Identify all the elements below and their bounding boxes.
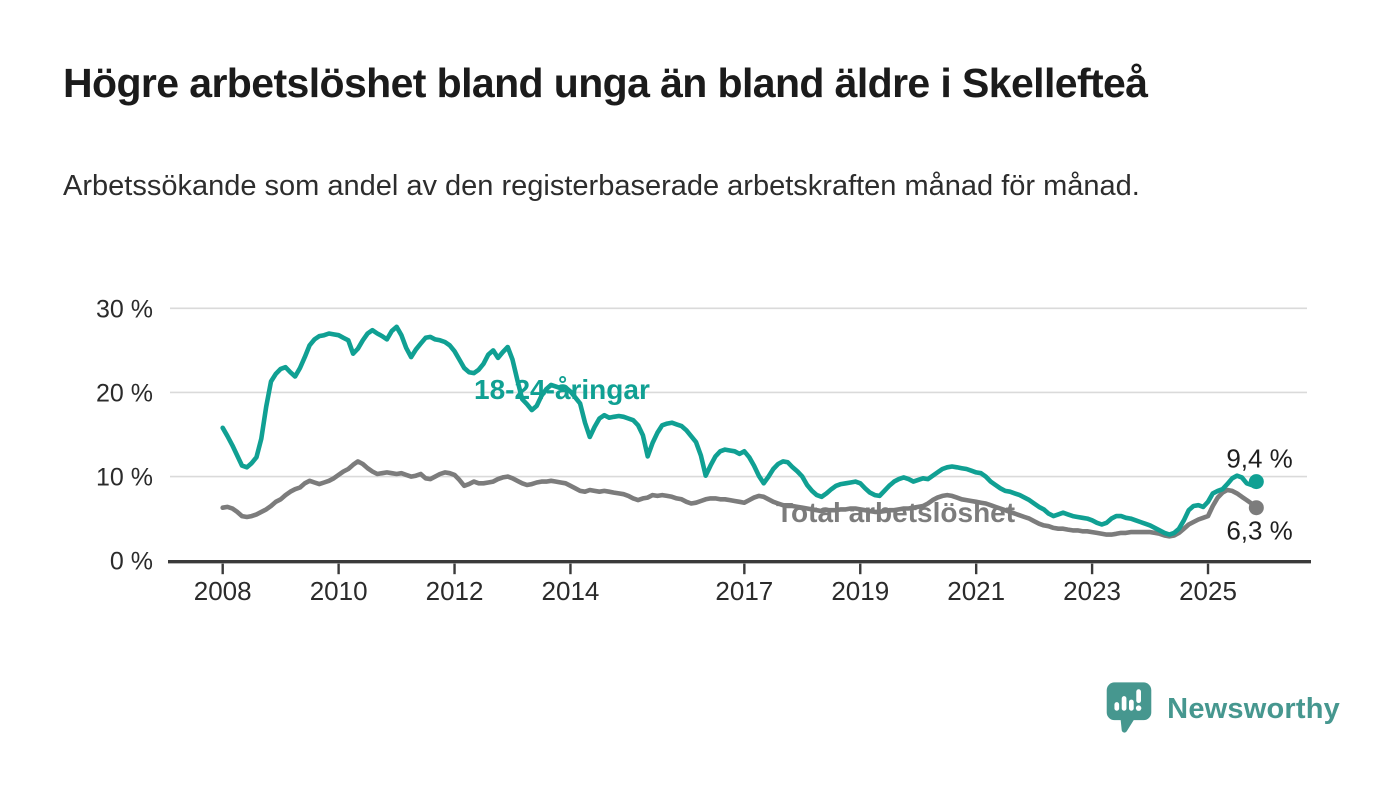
chart-subtitle: Arbetssökande som andel av den registerb…	[63, 170, 1140, 202]
x-tick-label: 2012	[426, 576, 484, 606]
y-tick-label: 20 %	[96, 379, 153, 407]
exclamation-bar	[1136, 689, 1142, 703]
series-end-dot	[1248, 474, 1264, 490]
bar-medium	[1129, 699, 1134, 711]
newsworthy-logo: Newsworthy	[1105, 680, 1340, 738]
y-tick-label: 30 %	[96, 295, 153, 323]
x-tick-label: 2021	[947, 576, 1005, 606]
x-tick-label: 2008	[194, 576, 252, 606]
y-tick-label: 10 %	[96, 464, 153, 492]
y-tick-label: 0 %	[110, 548, 153, 576]
x-tick-label: 2025	[1179, 576, 1237, 606]
series-name-label: Total arbetslöshet	[776, 497, 1015, 528]
x-tick-label: 2017	[715, 576, 773, 606]
bar-small	[1114, 702, 1120, 711]
page-title: Högre arbetslöshet bland unga än bland ä…	[63, 60, 1148, 106]
bar-chart-speech-bubble-icon	[1106, 682, 1152, 733]
exclamation-dot	[1136, 705, 1142, 711]
x-tick-label: 2019	[831, 576, 889, 606]
x-tick-label: 2010	[310, 576, 368, 606]
bar-tall	[1121, 696, 1127, 711]
x-tick-label: 2014	[542, 576, 600, 606]
x-tick-label: 2023	[1063, 576, 1121, 606]
end-value-label: 6,3 %	[1226, 516, 1293, 546]
series-line-total-arbetslöshet	[220, 459, 1259, 539]
series-end-dot	[1248, 500, 1264, 516]
series-line-18-24-åringar	[220, 324, 1259, 537]
series-name-label: 18-24-åringar	[474, 374, 650, 405]
brand-name: Newsworthy	[1167, 692, 1340, 725]
end-value-label: 9,4 %	[1226, 444, 1293, 474]
